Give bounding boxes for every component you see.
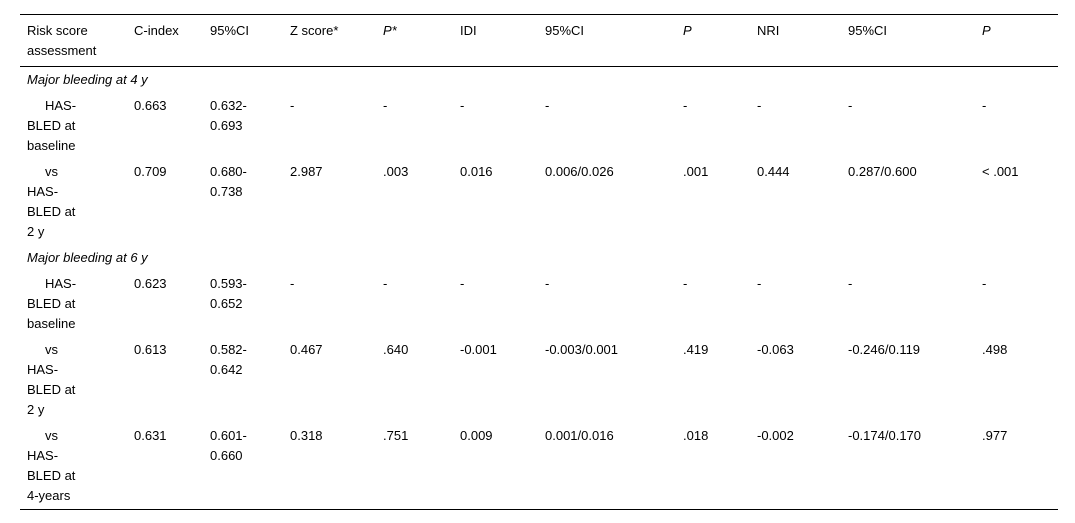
column-header-3: Z score* <box>290 14 383 67</box>
value-cell: - <box>757 276 762 291</box>
value-cell: - <box>290 98 295 113</box>
value-cell: 0.318 <box>290 428 323 443</box>
value-cell: -0.174/0.170 <box>848 428 922 443</box>
column-header-10: P <box>982 14 1058 67</box>
value-cell: - <box>383 276 388 291</box>
value-cell: - <box>460 276 465 291</box>
value-cell: - <box>545 276 550 291</box>
value-cell: - <box>545 98 550 113</box>
value-cell: - <box>848 98 853 113</box>
value-cell: - <box>757 98 762 113</box>
value-cell: -0.063 <box>757 342 794 357</box>
section-row: Major bleeding at 6 y <box>20 245 1058 271</box>
column-header-2: 95%CI <box>210 14 290 67</box>
column-header-1: C-index <box>134 14 210 67</box>
value-cell: 0.601- 0.660 <box>210 428 247 463</box>
column-header-8: NRI <box>757 14 848 67</box>
row-label: vs HAS- BLED at 2 y <box>27 342 76 417</box>
value-cell: .003 <box>383 164 409 179</box>
value-cell: - <box>982 98 987 113</box>
value-cell: - <box>848 276 853 291</box>
value-cell: 0.009 <box>460 428 493 443</box>
value-cell: -0.246/0.119 <box>848 342 921 357</box>
value-cell: - <box>460 98 465 113</box>
section-row: Major bleeding at 4 y <box>20 67 1058 94</box>
column-header-5: IDI <box>460 14 545 67</box>
row-label: HAS- BLED at baseline <box>27 276 77 331</box>
value-cell: .001 <box>683 164 709 179</box>
value-cell: -0.001 <box>460 342 497 357</box>
value-cell: 0.006/0.026 <box>545 164 614 179</box>
value-cell: 2.987 <box>290 164 323 179</box>
row-label: HAS- BLED at baseline <box>27 98 77 153</box>
value-cell: 0.593- 0.652 <box>210 276 247 311</box>
value-cell: 0.582- 0.642 <box>210 342 247 377</box>
value-cell: 0.467 <box>290 342 323 357</box>
paper-page: Risk score assessment C-index 95%CI Z score… <box>20 14 1058 510</box>
value-cell: 0.016 <box>460 164 493 179</box>
value-cell: - <box>683 98 688 113</box>
section-label: Major bleeding at 4 y <box>27 72 148 87</box>
value-cell: 0.623 <box>134 276 167 291</box>
column-header-6: 95%CI <box>545 14 683 67</box>
value-cell: .498 <box>982 342 1008 357</box>
value-cell: - <box>683 276 688 291</box>
value-cell: -0.002 <box>757 428 794 443</box>
value-cell: .419 <box>683 342 709 357</box>
table-row: HAS- BLED at baseline 0.663 0.632- 0.693 - -… <box>20 93 1058 159</box>
section-label: Major bleeding at 6 y <box>27 250 148 265</box>
value-cell: 0.709 <box>134 164 167 179</box>
row-label: vs HAS- BLED at 2 y <box>27 164 76 239</box>
value-cell: 0.680- 0.738 <box>210 164 247 199</box>
table-row: vs HAS- BLED at 2 y 0.709 0.680- 0.738 2.98… <box>20 159 1058 245</box>
value-cell: .751 <box>383 428 409 443</box>
value-cell: 0.631 <box>134 428 167 443</box>
table-header-row: Risk score assessment C-index 95%CI Z score… <box>20 14 1058 67</box>
value-cell: < .001 <box>982 164 1019 179</box>
table-row: HAS- BLED at baseline 0.623 0.593- 0.652 - -… <box>20 271 1058 337</box>
row-label: vs HAS- BLED at 4-years <box>27 428 76 503</box>
column-header-7: P <box>683 14 757 67</box>
column-header-4: P* <box>383 14 460 67</box>
value-cell: - <box>383 98 388 113</box>
value-cell: - <box>982 276 987 291</box>
value-cell: 0.001/0.016 <box>545 428 614 443</box>
table-row: vs HAS- BLED at 4-years 0.631 0.601- 0.660… <box>20 423 1058 510</box>
table-row: vs HAS- BLED at 2 y 0.613 0.582- 0.642 0.46… <box>20 337 1058 423</box>
value-cell: 0.613 <box>134 342 167 357</box>
value-cell: .977 <box>982 428 1008 443</box>
value-cell: 0.663 <box>134 98 167 113</box>
value-cell: - <box>290 276 295 291</box>
column-header-0: Risk score assessment <box>20 14 134 67</box>
value-cell: -0.003/0.001 <box>545 342 619 357</box>
column-header-9: 95%CI <box>848 14 982 67</box>
value-cell: .018 <box>683 428 709 443</box>
risk-score-assessment-table: Risk score assessment C-index 95%CI Z score… <box>20 14 1058 510</box>
value-cell: .640 <box>383 342 409 357</box>
value-cell: 0.287/0.600 <box>848 164 917 179</box>
value-cell: 0.632- 0.693 <box>210 98 247 133</box>
value-cell: 0.444 <box>757 164 790 179</box>
